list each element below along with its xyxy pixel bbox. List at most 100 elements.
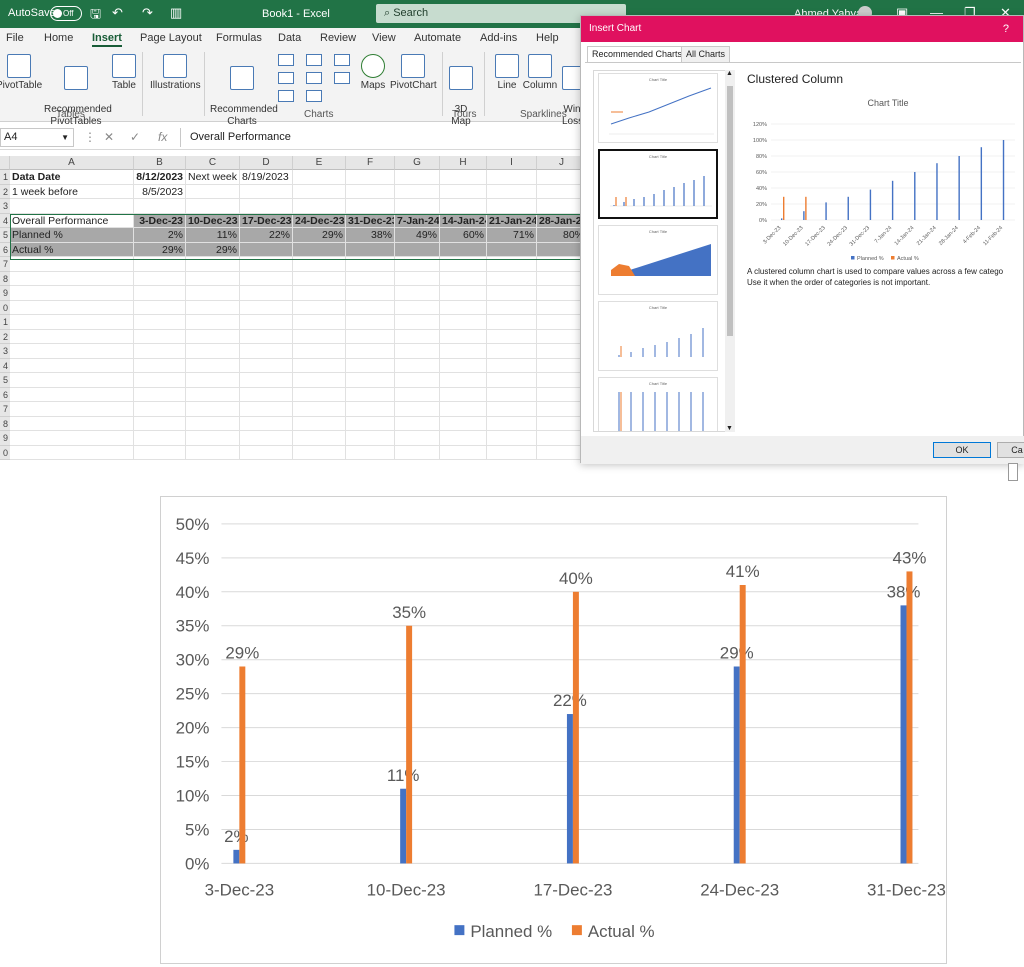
cell[interactable]: 60% bbox=[440, 228, 487, 243]
column-header[interactable]: A bbox=[10, 156, 134, 170]
cell[interactable]: 1 week before bbox=[10, 184, 134, 199]
chevron-down-icon[interactable]: ▼ bbox=[726, 425, 733, 432]
row-header[interactable]: 0 bbox=[0, 445, 10, 460]
cell[interactable]: 14-Jan-24 bbox=[440, 213, 487, 228]
scrollbar-thumb[interactable] bbox=[727, 86, 733, 336]
cell[interactable] bbox=[186, 387, 240, 402]
row-header[interactable]: 6 bbox=[0, 387, 10, 402]
name-box[interactable]: A4 ▼ bbox=[0, 128, 74, 147]
row-header[interactable]: 1 bbox=[0, 170, 10, 185]
column-header[interactable]: H bbox=[440, 156, 487, 170]
column-header[interactable]: I bbox=[487, 156, 537, 170]
cell[interactable]: Planned % bbox=[10, 228, 134, 243]
cell[interactable]: Next week bbox=[186, 170, 240, 185]
thumbnail-column-chart-2[interactable]: Chart Title bbox=[598, 301, 718, 371]
cell[interactable] bbox=[346, 199, 395, 214]
tab-file[interactable]: File bbox=[6, 32, 24, 44]
cell[interactable] bbox=[10, 329, 134, 344]
statistic-chart-icon[interactable] bbox=[306, 72, 322, 84]
3d-map-button[interactable]: 3D Map bbox=[446, 54, 476, 128]
cell[interactable] bbox=[240, 257, 293, 272]
cell[interactable] bbox=[487, 286, 537, 301]
cell[interactable] bbox=[10, 300, 134, 315]
cell[interactable]: 38% bbox=[346, 228, 395, 243]
cell[interactable] bbox=[346, 387, 395, 402]
cell[interactable] bbox=[134, 286, 186, 301]
sparkline-line-button[interactable]: Line bbox=[494, 54, 520, 92]
row-header[interactable]: 5 bbox=[0, 373, 10, 388]
cell[interactable] bbox=[293, 286, 346, 301]
cell[interactable] bbox=[395, 431, 440, 446]
row-header[interactable]: 2 bbox=[0, 184, 10, 199]
help-button[interactable]: ? bbox=[1002, 23, 1009, 35]
ok-button[interactable]: OK bbox=[933, 442, 991, 458]
cell[interactable] bbox=[346, 257, 395, 272]
column-chart-icon[interactable] bbox=[278, 54, 294, 66]
cell[interactable] bbox=[440, 286, 487, 301]
cell[interactable] bbox=[186, 271, 240, 286]
cell[interactable] bbox=[240, 199, 293, 214]
cell[interactable] bbox=[346, 271, 395, 286]
combo-chart-icon[interactable] bbox=[334, 72, 350, 84]
cell[interactable] bbox=[395, 358, 440, 373]
cell[interactable] bbox=[240, 184, 293, 199]
select-all[interactable] bbox=[0, 156, 10, 170]
cell[interactable] bbox=[346, 431, 395, 446]
cell[interactable] bbox=[293, 344, 346, 359]
cell[interactable]: 29% bbox=[134, 242, 186, 257]
restore-icon[interactable]: ❐ bbox=[964, 5, 976, 20]
formula-input[interactable]: Overall Performance bbox=[180, 128, 1024, 147]
cell[interactable] bbox=[134, 344, 186, 359]
cell[interactable]: 71% bbox=[487, 228, 537, 243]
cell[interactable]: 8/12/2023 bbox=[134, 170, 186, 185]
cell[interactable] bbox=[10, 199, 134, 214]
cell[interactable] bbox=[440, 315, 487, 330]
recommended-pivot-button[interactable]: Recommended PivotTables bbox=[44, 54, 112, 128]
cancel-button[interactable]: Ca bbox=[997, 442, 1024, 458]
maps-button[interactable]: Maps bbox=[358, 54, 388, 92]
cell[interactable]: 8/5/2023 bbox=[134, 184, 186, 199]
cell[interactable] bbox=[440, 416, 487, 431]
tab-view[interactable]: View bbox=[372, 32, 396, 44]
table-button[interactable]: Table bbox=[110, 54, 138, 92]
pivot-chart-button[interactable]: PivotChart bbox=[390, 54, 437, 92]
cell[interactable] bbox=[186, 431, 240, 446]
cell[interactable] bbox=[186, 445, 240, 460]
row-header[interactable]: 9 bbox=[0, 286, 10, 301]
cell[interactable] bbox=[487, 344, 537, 359]
cell[interactable] bbox=[440, 170, 487, 185]
cell[interactable] bbox=[240, 315, 293, 330]
waterfall-chart-icon[interactable] bbox=[334, 54, 350, 66]
row-header[interactable]: 7 bbox=[0, 257, 10, 272]
cell[interactable] bbox=[293, 387, 346, 402]
cell[interactable] bbox=[240, 344, 293, 359]
cell[interactable] bbox=[346, 170, 395, 185]
cell[interactable] bbox=[134, 387, 186, 402]
cell[interactable]: 11% bbox=[186, 228, 240, 243]
thumbnail-clustered-column[interactable]: Chart Title bbox=[598, 149, 718, 219]
cell[interactable]: Overall Performance bbox=[10, 213, 134, 228]
column-header[interactable]: F bbox=[346, 156, 395, 170]
cell[interactable] bbox=[186, 358, 240, 373]
tab-all-charts[interactable]: All Charts bbox=[681, 46, 731, 62]
cell[interactable] bbox=[240, 416, 293, 431]
recommended-charts-button[interactable]: Recommended Charts bbox=[210, 54, 278, 128]
cell[interactable]: 22% bbox=[240, 228, 293, 243]
cell[interactable] bbox=[487, 170, 537, 185]
row-header[interactable]: 2 bbox=[0, 329, 10, 344]
autosave-toggle[interactable]: Off bbox=[50, 6, 82, 21]
cell[interactable] bbox=[487, 242, 537, 257]
cell[interactable] bbox=[134, 329, 186, 344]
cell[interactable] bbox=[134, 445, 186, 460]
cell[interactable] bbox=[440, 242, 487, 257]
cell[interactable] bbox=[293, 358, 346, 373]
scatter-chart-icon[interactable] bbox=[306, 90, 322, 102]
cell[interactable] bbox=[395, 387, 440, 402]
cell[interactable] bbox=[487, 199, 537, 214]
cell[interactable] bbox=[395, 271, 440, 286]
cell[interactable] bbox=[440, 358, 487, 373]
cell[interactable] bbox=[293, 271, 346, 286]
cell[interactable] bbox=[10, 373, 134, 388]
cell[interactable]: 8/19/2023 bbox=[240, 170, 293, 185]
cell[interactable]: 10-Dec-23 bbox=[186, 213, 240, 228]
